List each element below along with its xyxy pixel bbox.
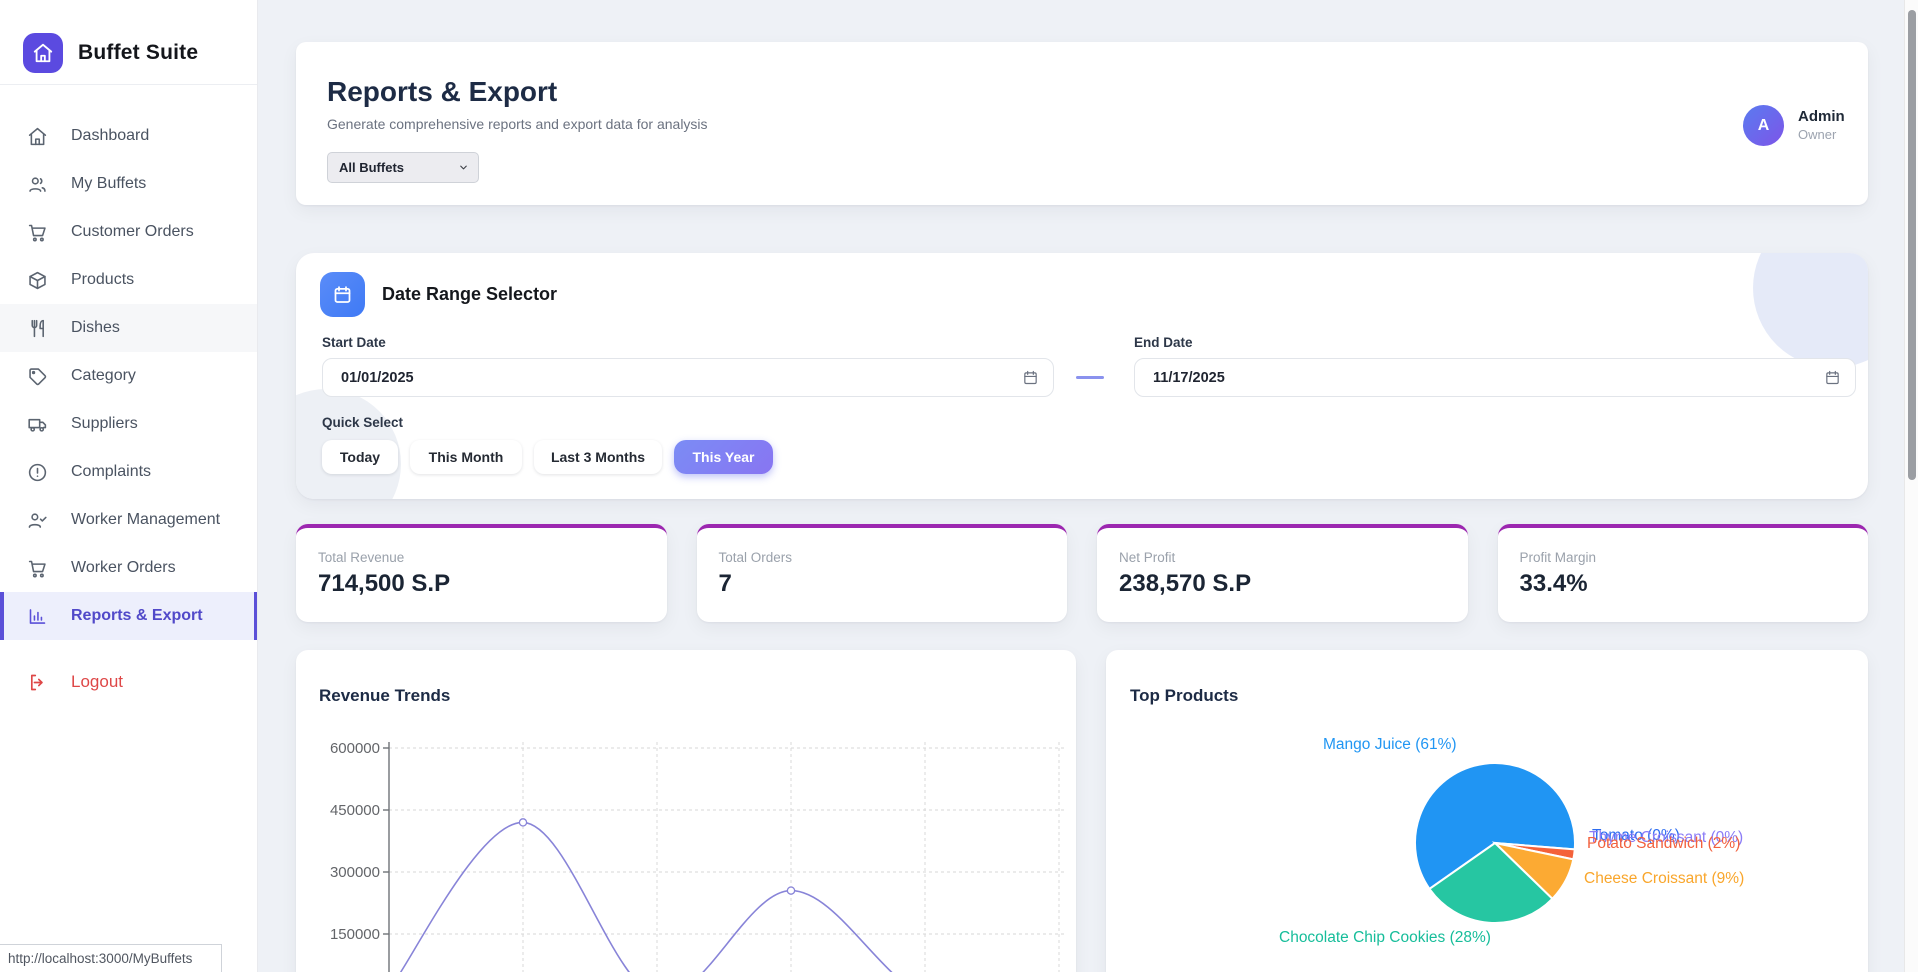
sidebar-item-worker-management[interactable]: Worker Management xyxy=(0,496,257,544)
sidebar-item-category[interactable]: Category xyxy=(0,352,257,400)
stat-card-total-revenue: Total Revenue 714,500 S.P xyxy=(296,524,667,622)
calendar-icon xyxy=(1824,369,1841,386)
start-date-label: Start Date xyxy=(322,335,386,350)
truck-icon xyxy=(27,414,48,435)
quick-select-today-button[interactable]: Today xyxy=(322,440,398,474)
stat-value: 238,570 S.P xyxy=(1119,570,1468,598)
buffet-filter-value: All Buffets xyxy=(339,160,404,175)
date-range-card: Date Range Selector Start Date 01/01/202… xyxy=(296,253,1868,499)
buffet-filter-select[interactable]: All Buffets xyxy=(327,152,479,183)
stat-label: Total Orders xyxy=(719,550,1068,565)
end-date-value: 11/17/2025 xyxy=(1153,370,1225,386)
sidebar-item-complaints[interactable]: Complaints xyxy=(0,448,257,496)
logout-button[interactable]: Logout xyxy=(0,658,257,706)
quick-select-last-3-months-button[interactable]: Last 3 Months xyxy=(534,440,662,474)
user-role: Owner xyxy=(1798,127,1845,143)
stat-value: 33.4% xyxy=(1520,570,1869,598)
end-date-input[interactable]: 11/17/2025 xyxy=(1134,358,1856,397)
sidebar-divider xyxy=(0,84,257,85)
link-preview-status-bar: http://localhost:3000/MyBuffets xyxy=(0,944,222,972)
sidebar-item-reports-export[interactable]: Reports & Export xyxy=(0,592,257,640)
sidebar-item-dishes[interactable]: Dishes xyxy=(0,304,257,352)
sidebar-item-products[interactable]: Products xyxy=(0,256,257,304)
sidebar-item-label: Suppliers xyxy=(71,415,138,433)
stat-label: Total Revenue xyxy=(318,550,667,565)
page-subtitle: Generate comprehensive reports and expor… xyxy=(327,116,708,132)
utensils-icon xyxy=(27,318,48,339)
quick-select-label: Quick Select xyxy=(322,415,403,430)
sidebar-item-label: Worker Orders xyxy=(71,559,176,577)
bar-chart-icon xyxy=(27,606,48,627)
app-logo: Buffet Suite xyxy=(0,0,257,84)
stat-label: Profit Margin xyxy=(1520,550,1869,565)
sidebar-item-label: Products xyxy=(71,271,134,289)
svg-text:150000: 150000 xyxy=(330,926,380,943)
quick-select-this-year-button[interactable]: This Year xyxy=(674,440,773,474)
sidebar-item-label: My Buffets xyxy=(71,175,146,193)
sidebar-item-customer-orders[interactable]: Customer Orders xyxy=(0,208,257,256)
start-date-input[interactable]: 01/01/2025 xyxy=(322,358,1054,397)
top-products-pie-chart xyxy=(1106,650,1868,972)
sidebar-item-label: Reports & Export xyxy=(71,607,203,625)
stats-row: Total Revenue 714,500 S.P Total Orders 7… xyxy=(296,524,1868,622)
user-menu[interactable]: A Admin Owner xyxy=(1743,105,1845,146)
sidebar-item-suppliers[interactable]: Suppliers xyxy=(0,400,257,448)
sidebar-item-label: Dishes xyxy=(71,319,120,337)
stat-card-profit-margin: Profit Margin 33.4% xyxy=(1498,524,1869,622)
scrollbar-thumb[interactable] xyxy=(1908,10,1916,480)
logout-label: Logout xyxy=(71,672,123,692)
stat-value: 714,500 S.P xyxy=(318,570,667,598)
cart-icon xyxy=(27,558,48,579)
sidebar-item-my-buffets[interactable]: My Buffets xyxy=(0,160,257,208)
chevron-down-icon xyxy=(458,162,469,173)
svg-text:450000: 450000 xyxy=(330,802,380,819)
alert-circle-icon xyxy=(27,462,48,483)
page-title: Reports & Export xyxy=(327,76,557,108)
revenue-trends-card: Revenue Trends 600000450000300000150000 xyxy=(296,650,1076,972)
pie-slice-label: Cheese Croissant (9%) xyxy=(1584,870,1744,888)
calendar-badge-icon xyxy=(320,272,365,317)
home-icon xyxy=(27,126,48,147)
sidebar-item-label: Worker Management xyxy=(71,511,220,529)
stat-card-total-orders: Total Orders 7 xyxy=(697,524,1068,622)
sidebar-item-label: Customer Orders xyxy=(71,223,194,241)
tag-icon xyxy=(27,366,48,387)
decor-blob-top-right xyxy=(1753,253,1868,368)
quick-select-this-month-button[interactable]: This Month xyxy=(410,440,522,474)
sidebar-menu: Dashboard My Buffets Customer Orders Pro… xyxy=(0,112,257,640)
stat-label: Net Profit xyxy=(1119,550,1468,565)
revenue-trends-line-chart: 600000 450000 300000 150000 xyxy=(296,650,1076,972)
calendar-icon xyxy=(1022,369,1039,386)
pie-slice-label: Mango Juice (61%) xyxy=(1323,736,1457,754)
pie-slice-label: Chocolate Chip Cookies (28%) xyxy=(1279,929,1491,947)
svg-text:600000: 600000 xyxy=(330,740,380,757)
scrollbar-track[interactable] xyxy=(1904,0,1918,972)
sidebar: Buffet Suite Dashboard My Buffets Custom… xyxy=(0,0,258,972)
stat-card-net-profit: Net Profit 238,570 S.P xyxy=(1097,524,1468,622)
date-range-title: Date Range Selector xyxy=(382,284,557,305)
sidebar-item-label: Dashboard xyxy=(71,127,149,145)
users-icon xyxy=(27,174,48,195)
avatar: A xyxy=(1743,105,1784,146)
start-date-value: 01/01/2025 xyxy=(341,370,414,386)
sidebar-item-dashboard[interactable]: Dashboard xyxy=(0,112,257,160)
user-check-icon xyxy=(27,510,48,531)
sidebar-item-worker-orders[interactable]: Worker Orders xyxy=(0,544,257,592)
top-products-card: Top Products Mango Juice (61%)Tomato (0%… xyxy=(1106,650,1868,972)
home-logo-icon xyxy=(23,33,63,73)
package-icon xyxy=(27,270,48,291)
logout-icon xyxy=(27,672,48,693)
pie-slice-label: Potato Sandwich (2%) xyxy=(1587,835,1740,853)
user-name: Admin xyxy=(1798,108,1845,127)
cart-icon xyxy=(27,222,48,243)
end-date-label: End Date xyxy=(1134,335,1193,350)
range-separator xyxy=(1076,376,1104,379)
stat-value: 7 xyxy=(719,570,1068,598)
app-name: Buffet Suite xyxy=(78,41,198,65)
page-header-card: Reports & Export Generate comprehensive … xyxy=(296,42,1868,205)
svg-text:300000: 300000 xyxy=(330,864,380,881)
sidebar-item-label: Category xyxy=(71,367,136,385)
sidebar-item-label: Complaints xyxy=(71,463,151,481)
